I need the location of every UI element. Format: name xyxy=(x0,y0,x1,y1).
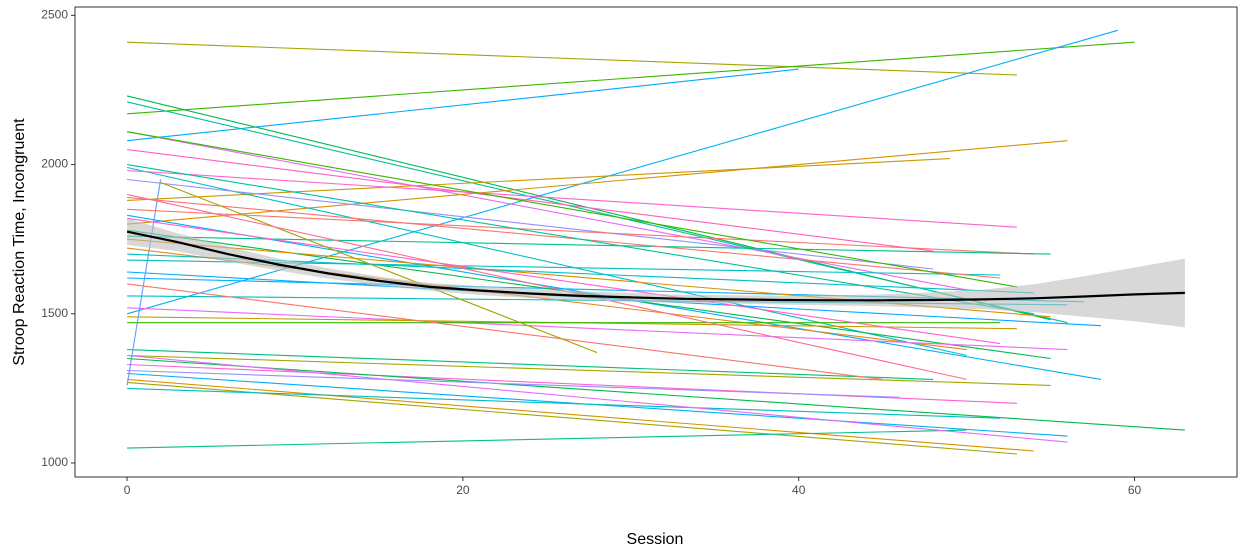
session-line xyxy=(127,363,1018,404)
session-line xyxy=(126,131,967,291)
session-line xyxy=(127,378,1034,452)
session-line xyxy=(126,101,1068,324)
session-line xyxy=(126,193,967,380)
y-tick-label: 2500 xyxy=(41,8,68,22)
session-line xyxy=(127,208,1034,255)
session-line xyxy=(127,357,1185,431)
session-line xyxy=(160,181,598,354)
session-line xyxy=(127,149,934,252)
session-line xyxy=(127,169,1018,228)
y-tick-label: 1500 xyxy=(41,306,68,320)
session-line xyxy=(127,217,1001,345)
session-line xyxy=(127,178,934,270)
session-line xyxy=(127,196,1001,279)
session-line xyxy=(127,387,1001,419)
session-line xyxy=(127,354,1068,443)
panel-border xyxy=(74,6,1238,478)
session-line xyxy=(127,429,967,449)
smooth-line xyxy=(126,230,1185,302)
session-line xyxy=(127,354,1051,386)
session-line xyxy=(126,166,967,357)
session-line xyxy=(127,283,883,380)
x-tick-label: 20 xyxy=(456,483,470,497)
session-line xyxy=(127,131,1018,288)
session-line xyxy=(127,369,900,398)
session-line xyxy=(126,179,162,386)
session-line xyxy=(127,41,1018,76)
y-axis-title: Stroop Reaction Time, Incongruent xyxy=(11,118,28,366)
session-line xyxy=(127,307,1068,351)
session-line xyxy=(127,140,1068,225)
y-tick-label: 2000 xyxy=(41,157,68,171)
x-tick-label: 60 xyxy=(1128,483,1142,497)
session-line xyxy=(126,29,1118,315)
session-line xyxy=(127,381,1018,455)
session-line xyxy=(127,68,799,142)
session-line xyxy=(127,235,1051,255)
session-line xyxy=(127,158,950,201)
session-line xyxy=(127,349,934,380)
session-line xyxy=(127,164,1034,315)
x-axis-title: Session xyxy=(627,531,684,548)
y-tick-label: 1000 xyxy=(41,455,68,469)
session-line xyxy=(127,41,1135,115)
x-tick-label: 0 xyxy=(124,483,131,497)
x-tick-label: 40 xyxy=(792,483,806,497)
